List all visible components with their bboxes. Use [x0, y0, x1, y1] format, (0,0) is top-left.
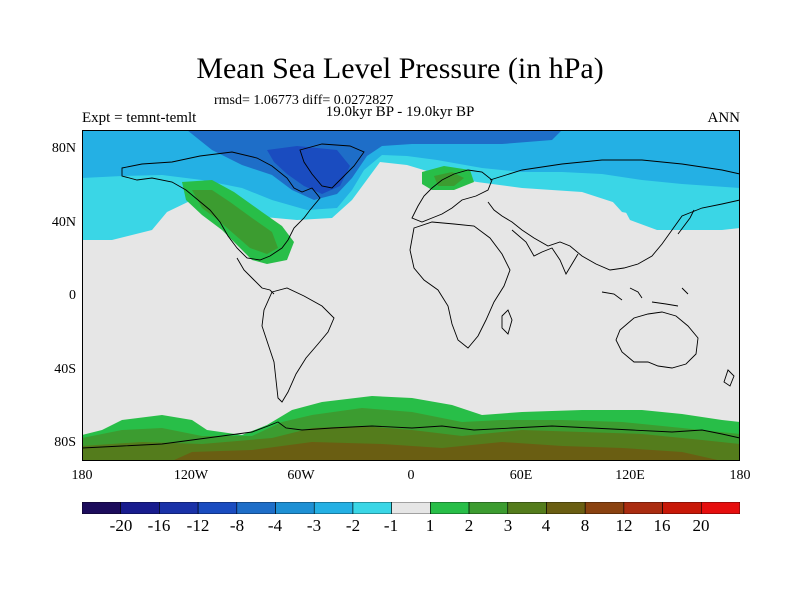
- lon-label-60e: 60E: [509, 468, 533, 483]
- colorbar-box: [546, 502, 586, 514]
- colorbar-label-1: 1: [425, 516, 435, 535]
- colorbar-label-minus-20: -20: [109, 516, 133, 535]
- coast-japan: [677, 209, 695, 235]
- coast-africa: [409, 221, 511, 349]
- coast-new-zealand: [723, 369, 735, 387]
- rmsd-diff-stats: rmsd= 1.06773 diff= 0.0272827: [214, 93, 394, 108]
- colorbar-label-minus-8: -8: [229, 516, 245, 535]
- lon-label-180e: 180: [729, 468, 751, 483]
- coast-south-america: [261, 287, 335, 403]
- lon-label-180w: 180: [71, 468, 93, 483]
- colorbar: [82, 502, 740, 514]
- coast-madagascar: [501, 309, 513, 335]
- contour-pos-antarctic-deep: [172, 442, 722, 461]
- colorbar-box: [700, 502, 740, 514]
- coast-australia: [615, 311, 699, 369]
- colorbar-box: [507, 502, 547, 514]
- experiment-label: Expt = temnt-temlt: [82, 110, 197, 126]
- lon-label-120e: 120E: [615, 468, 645, 483]
- map-frame: [82, 130, 740, 461]
- colorbar-label-minus-2: -2: [345, 516, 361, 535]
- colorbar-label-minus-4: -4: [267, 516, 283, 535]
- coastlines: [82, 143, 740, 449]
- season-label: ANN: [707, 110, 741, 126]
- lat-label-40s: 40S: [54, 362, 76, 377]
- colorbar-label-minus-16: -16: [147, 516, 171, 535]
- colorbar-box: [430, 502, 470, 514]
- coast-antarctica: [82, 421, 740, 449]
- contour-neg-arctic-dark: [187, 130, 562, 200]
- coast-central-america: [236, 257, 275, 295]
- contour-neg-pacific-light: [602, 186, 740, 224]
- colorbar-box: [313, 502, 354, 514]
- lon-label-0: 0: [407, 468, 415, 483]
- colorbar-label-3: 3: [503, 516, 513, 535]
- coast-europe: [411, 169, 493, 223]
- colorbar-box: [623, 502, 663, 514]
- colorbar-label-20: 20: [692, 516, 710, 535]
- coast-arabia-india: [511, 229, 579, 275]
- lat-label-80s: 80S: [54, 435, 76, 450]
- colorbar-boxes: [82, 502, 740, 514]
- coast-maritime-continent: [601, 287, 689, 307]
- colorbar-box: [82, 502, 122, 514]
- colorbar-box: [275, 502, 315, 514]
- lat-label-0: 0: [69, 288, 76, 303]
- colorbar-box: [662, 502, 702, 514]
- colorbar-label-12: 12: [615, 516, 633, 535]
- lon-label-120w: 120W: [173, 468, 209, 483]
- colorbar-label-minus-1: -1: [383, 516, 399, 535]
- colorbar-label-16: 16: [653, 516, 671, 535]
- colorbar-box: [352, 502, 392, 514]
- contour-pos-scandinavia-mid: [434, 172, 464, 186]
- pressure-anomaly-map: [82, 130, 740, 461]
- lat-label-40n: 40N: [51, 215, 76, 230]
- colorbar-label-2: 2: [464, 516, 474, 535]
- colorbar-box: [391, 502, 431, 514]
- coast-north-america: [121, 151, 321, 261]
- colorbar-box: [584, 502, 625, 514]
- colorbar-label-4: 4: [541, 516, 551, 535]
- colorbar-label-minus-12: -12: [186, 516, 210, 535]
- colorbar-box: [197, 502, 238, 514]
- period-label: 19.0kyr BP - 19.0kyr BP: [325, 104, 475, 120]
- lat-label-80n: 80N: [51, 141, 76, 156]
- coast-asia: [487, 159, 740, 271]
- contour-neg-greenland-deep: [267, 146, 350, 194]
- colorbar-label-minus-3: -3: [306, 516, 322, 535]
- colorbar-label-8: 8: [580, 516, 590, 535]
- contour-pos-north-america-mid: [192, 190, 278, 254]
- coast-greenland: [299, 143, 365, 189]
- colorbar-box: [159, 502, 199, 514]
- lon-label-60w: 60W: [287, 468, 315, 483]
- colorbar-box: [120, 502, 160, 514]
- colorbar-box: [236, 502, 276, 514]
- colorbar-box: [468, 502, 509, 514]
- map-title: Mean Sea Level Pressure (in hPa): [196, 52, 604, 85]
